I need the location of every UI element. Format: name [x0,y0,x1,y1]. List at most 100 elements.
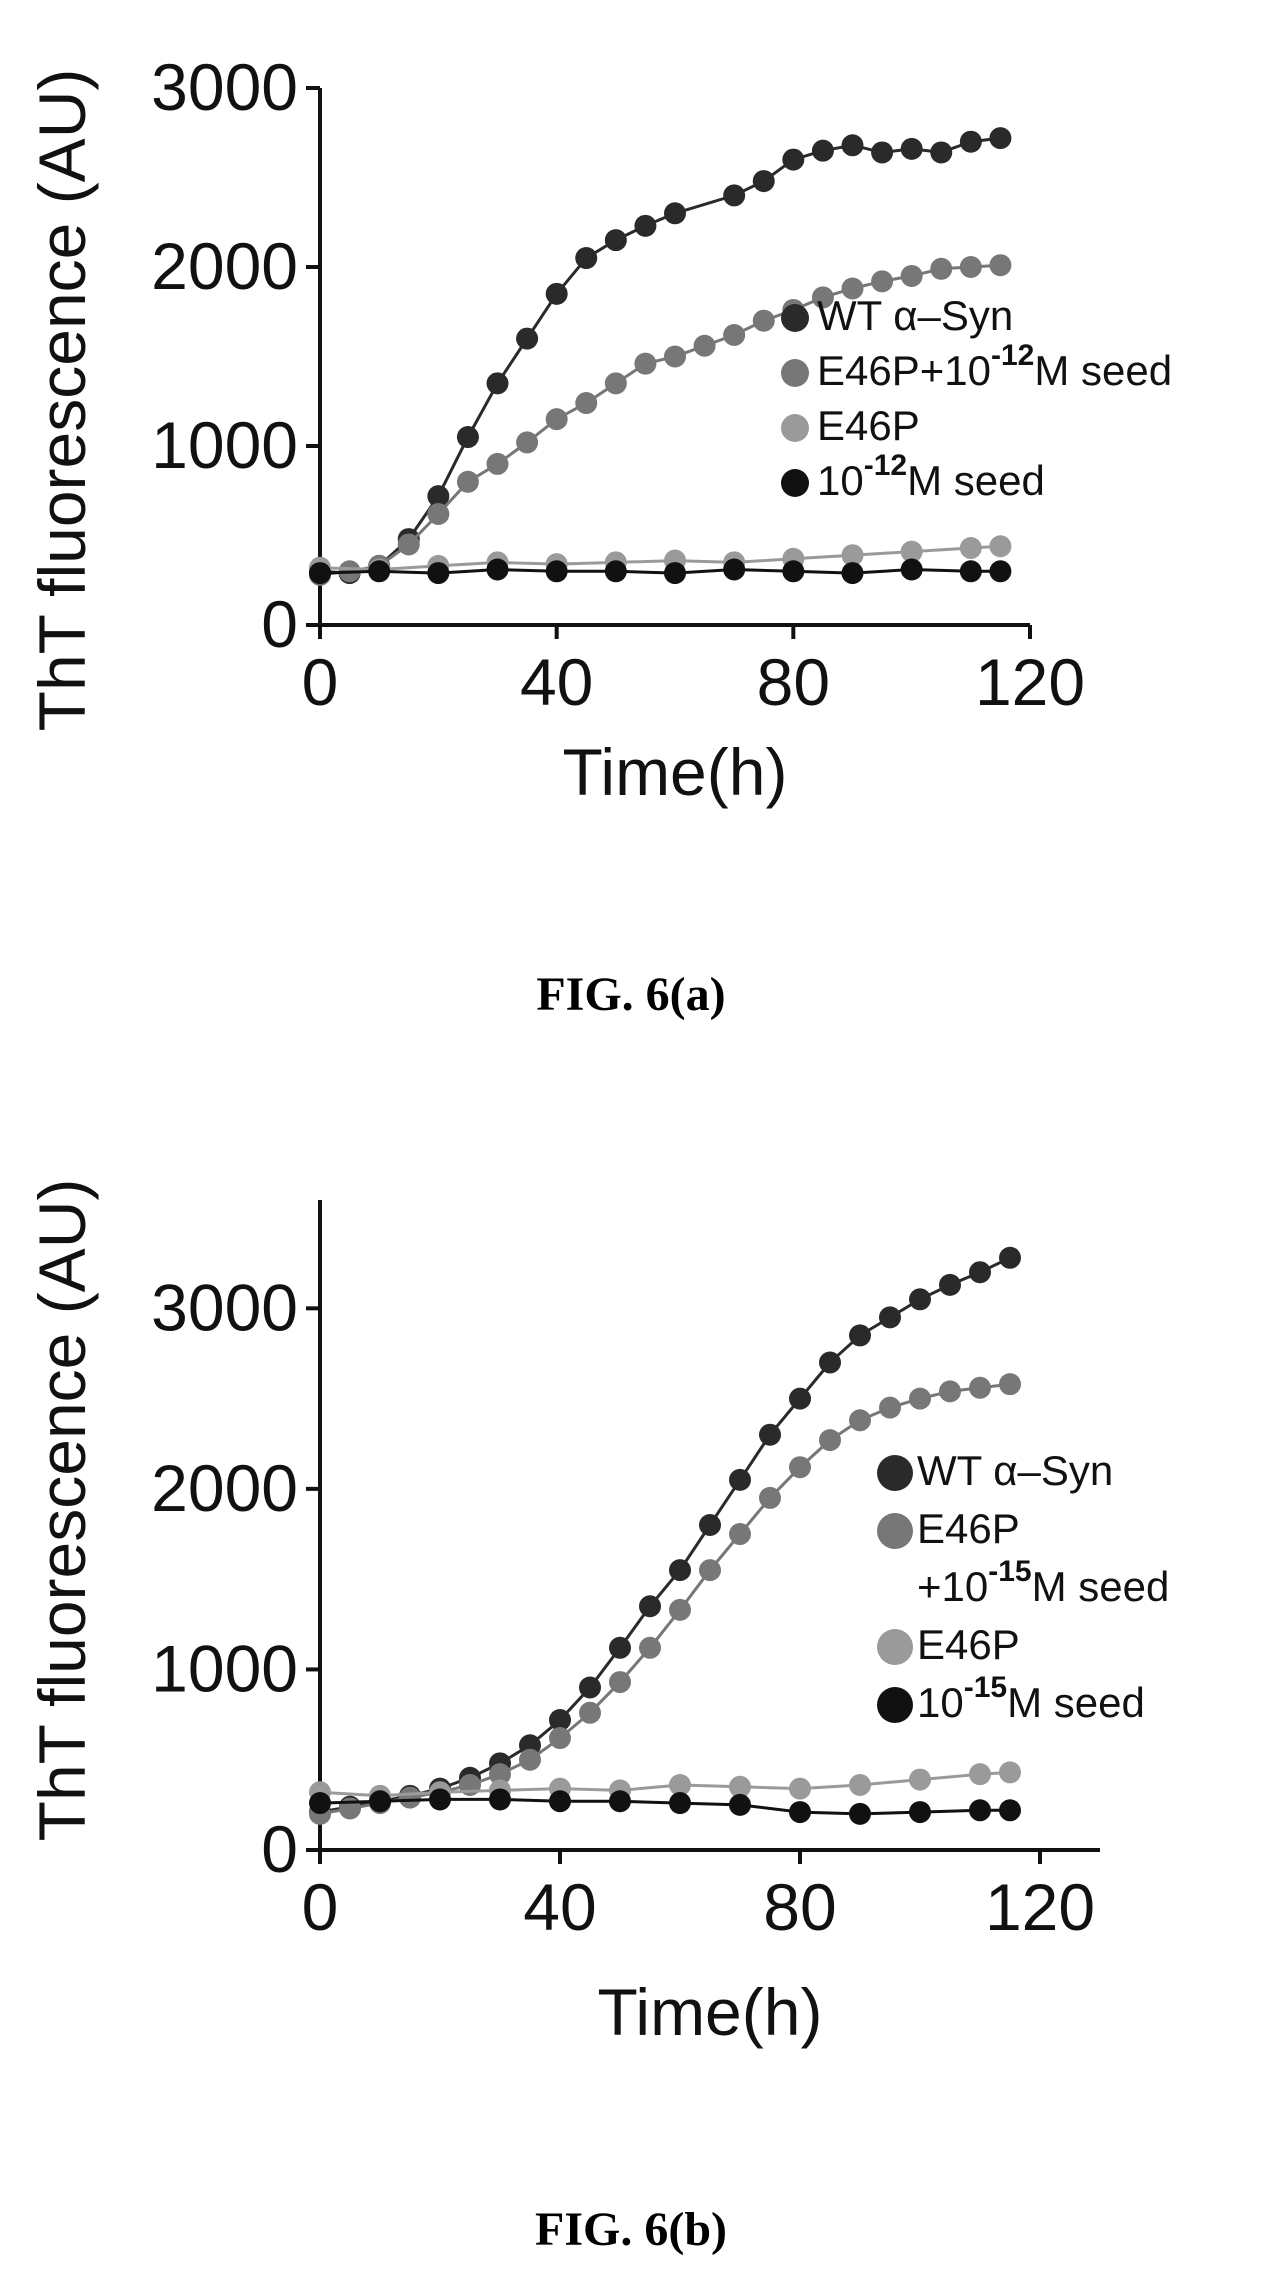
data-point [989,535,1012,558]
data-point [999,1799,1021,1822]
figure-caption: FIG. 6(a) [536,968,725,1021]
data-point [368,560,391,583]
legend-label-part: E46P+10 [817,347,991,394]
data-point [456,426,479,449]
data-point [849,1324,871,1347]
data-point [900,137,923,160]
legend-item: E46P [877,1621,1020,1668]
data-point [789,1387,811,1410]
data-point [427,562,450,585]
data-point [909,1768,931,1791]
data-point [429,1788,451,1811]
data-point [669,1792,691,1815]
data-point [909,1288,931,1311]
data-point [369,1790,391,1813]
data-point [545,408,568,431]
legend-superscript: -15 [988,1555,1031,1588]
x-tick-label: 40 [523,1870,596,1944]
legend-label-part: M seed [1007,1679,1145,1726]
y-tick-label: 1000 [151,1631,298,1705]
data-point [609,1671,631,1694]
data-point [699,1559,721,1582]
data-point [729,1775,751,1798]
legend-item: E46P [781,402,920,449]
data-point [729,1468,751,1491]
data-point [545,560,568,583]
data-point [427,503,450,526]
data-point [871,141,894,164]
data-point [516,431,539,454]
legend-label-part: 10 [817,457,864,504]
data-point [939,1273,961,1296]
legend-label-part: +10 [917,1563,988,1610]
data-point [841,562,864,585]
data-point [604,560,627,583]
data-point [397,533,420,556]
data-point [930,257,953,280]
x-tick-label: 120 [975,645,1085,719]
series-line-3 [319,544,1001,572]
data-point [789,1801,811,1824]
x-tick-label: 80 [757,645,830,719]
legend-marker [877,1687,913,1723]
data-point [664,345,686,368]
legend-marker [877,1629,913,1665]
data-point [729,1523,751,1546]
data-point [549,1790,571,1813]
data-point [900,540,923,563]
data-point [989,127,1012,150]
data-point [604,229,627,252]
y-tick-label: 0 [261,587,298,661]
legend-marker [781,304,809,332]
data-point [789,1777,811,1800]
legend-label: +10-15M seed [917,1555,1169,1610]
data-point [759,1423,781,1446]
legend-marker [877,1455,913,1491]
data-point [549,1727,571,1750]
y-tick-label: 2000 [151,1451,298,1525]
data-point [811,286,834,309]
data-point [879,1396,901,1419]
legend-label: WT α–Syn [817,292,1013,339]
data-point [634,214,657,237]
data-point [519,1748,541,1771]
data-point [752,170,775,193]
data-point [782,148,805,171]
legend-label: E46P [917,1505,1020,1552]
legend-marker [781,469,809,497]
data-point [639,1636,661,1659]
data-point [989,254,1012,277]
legend-item: 10-15M seed [877,1671,1145,1726]
data-point [427,485,450,508]
x-tick-label: 120 [985,1870,1095,1944]
x-tick-label: 80 [763,1870,836,1944]
figure-caption: FIG. 6(b) [535,2203,727,2256]
series-line-4 [319,567,1001,575]
data-point [752,309,775,332]
y-tick-label: 3000 [151,1270,298,1344]
data-point [664,562,686,585]
data-point [909,1387,931,1410]
data-point [545,282,568,305]
data-point [723,558,746,581]
legend-label: 10-15M seed [917,1671,1145,1726]
legend-item: E46P+10-15M seed [877,1505,1169,1610]
data-point [309,1792,331,1815]
data-point [789,1456,811,1479]
data-point [841,544,864,567]
data-point [639,1595,661,1618]
data-point [669,1598,691,1621]
data-point [309,562,331,585]
data-point [699,1514,721,1536]
legend-label-part: M seed [1032,1563,1170,1610]
data-point [609,1790,631,1813]
data-point [930,141,953,164]
data-point [723,184,746,207]
legend-label-part: 10 [917,1679,964,1726]
x-axis-title: Time(h) [598,1975,823,2049]
legend-label: E46P [817,402,920,449]
legend-item: WT α–Syn [781,292,1013,339]
data-point [969,1376,991,1399]
